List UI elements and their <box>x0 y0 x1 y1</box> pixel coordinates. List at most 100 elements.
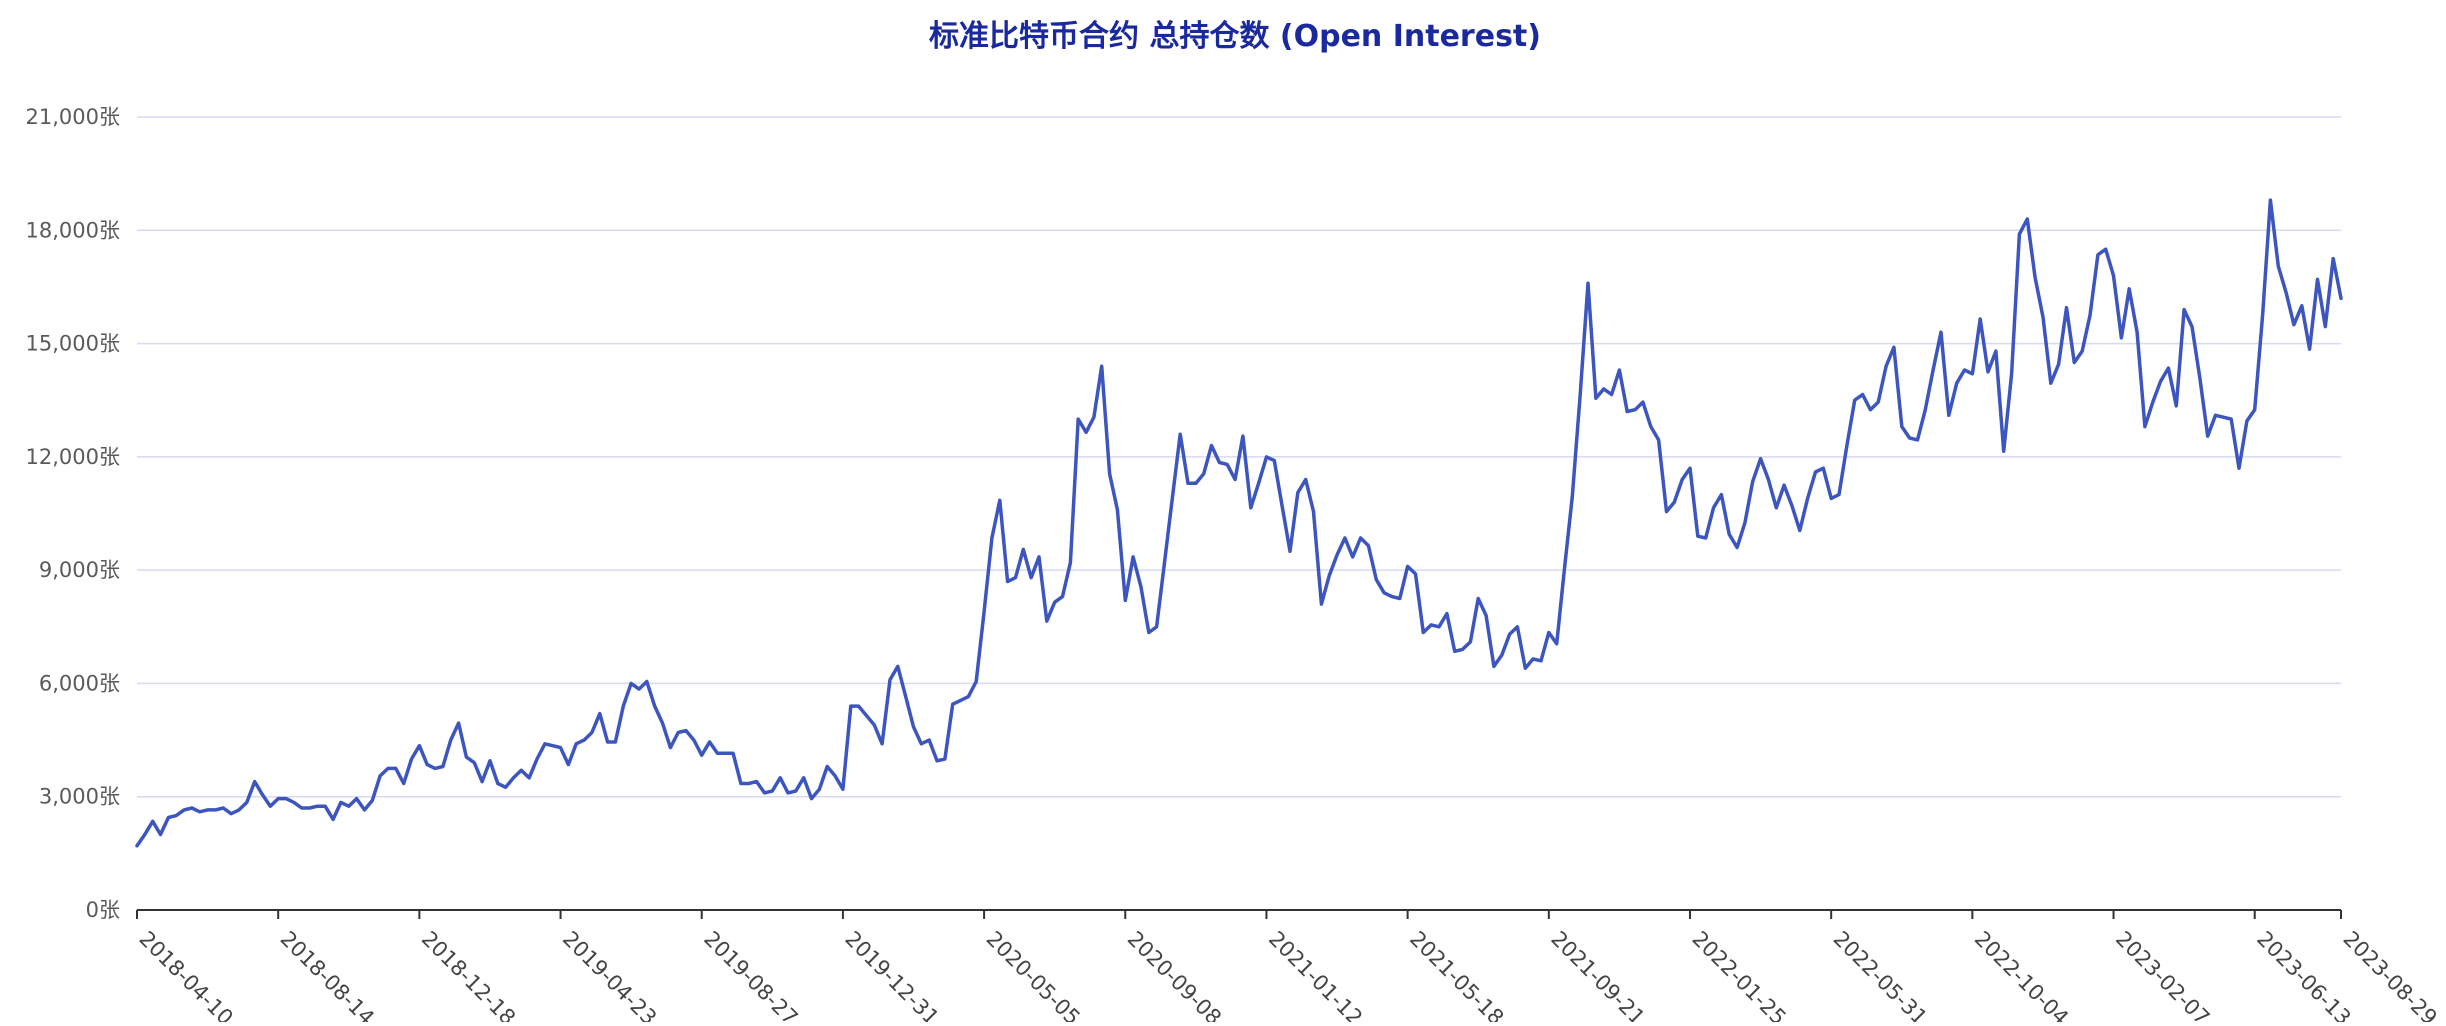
data-point <box>887 677 893 683</box>
data-point <box>1444 611 1450 617</box>
y-tick-label: 6,000张 <box>39 671 120 695</box>
data-point <box>2244 418 2250 424</box>
data-point <box>1773 505 1779 511</box>
data-point <box>1671 499 1677 505</box>
data-point <box>1930 367 1936 373</box>
data-point <box>1005 579 1011 585</box>
data-point <box>487 758 493 764</box>
data-point <box>1334 552 1340 558</box>
data-point <box>1271 458 1277 464</box>
data-point <box>479 779 485 785</box>
y-tick-label: 21,000张 <box>26 105 120 129</box>
data-point <box>228 811 234 817</box>
data-point <box>205 807 211 813</box>
data-point <box>2142 424 2148 430</box>
y-tick-label: 15,000张 <box>26 332 120 356</box>
data-point <box>1114 507 1120 513</box>
data-point <box>1562 565 1568 571</box>
data-point <box>777 775 783 781</box>
data-point <box>1569 494 1575 500</box>
data-point <box>471 760 477 766</box>
data-point <box>903 694 909 700</box>
data-point <box>1860 392 1866 398</box>
data-point <box>1020 546 1026 552</box>
data-point <box>1209 443 1215 449</box>
data-point <box>1428 622 1434 628</box>
data-point <box>1507 631 1513 637</box>
data-point <box>793 788 799 794</box>
data-point <box>385 765 391 771</box>
data-point <box>511 775 517 781</box>
data-point <box>189 805 195 811</box>
data-point <box>1389 594 1395 600</box>
data-point <box>2095 252 2101 258</box>
data-point <box>2165 365 2171 371</box>
data-point <box>534 756 540 762</box>
data-point <box>1326 573 1332 579</box>
data-point <box>1718 492 1724 498</box>
data-point <box>307 805 313 811</box>
data-point <box>1036 554 1042 560</box>
data-point <box>1318 601 1324 607</box>
y-axis-ticks: 0张 3,000张 6,000张 9,000张 12,000张 15,000张 18,000… <box>26 105 120 922</box>
data-point <box>1593 395 1599 401</box>
chart-title: 标准比特币合约 总持仓数 (Open Interest) <box>929 19 1541 54</box>
data-point <box>2299 303 2305 309</box>
data-point <box>2260 312 2266 318</box>
data-point <box>314 803 320 809</box>
x-tick-label: 2020-05-05 <box>982 927 1085 1022</box>
data-point <box>1373 577 1379 583</box>
data-point <box>1169 495 1175 501</box>
data-point <box>1836 492 1842 498</box>
data-point <box>683 728 689 734</box>
data-point <box>1640 399 1646 405</box>
data-point <box>1530 656 1536 662</box>
data-point <box>863 713 869 719</box>
data-point <box>1985 369 1991 375</box>
data-point <box>1915 437 1921 443</box>
data-point <box>2009 371 2015 377</box>
data-point <box>2307 346 2313 352</box>
data-point <box>2220 414 2226 420</box>
data-point <box>1358 535 1364 541</box>
data-point <box>816 786 822 792</box>
data-point <box>1216 460 1222 466</box>
data-point <box>660 720 666 726</box>
data-point <box>762 790 768 796</box>
data-point <box>503 784 509 790</box>
data-point <box>2103 246 2109 252</box>
data-point <box>981 609 987 615</box>
data-point <box>2252 407 2258 413</box>
data-point <box>2315 276 2321 282</box>
y-tick-label: 9,000张 <box>39 558 120 582</box>
data-point <box>1028 575 1034 581</box>
y-tick-label: 18,000张 <box>26 218 120 242</box>
data-point <box>856 703 862 709</box>
data-point <box>330 816 336 822</box>
data-point <box>1365 543 1371 549</box>
data-point <box>612 739 618 745</box>
data-point <box>565 762 571 768</box>
data-point <box>1091 414 1097 420</box>
data-point <box>840 786 846 792</box>
data-point <box>1460 646 1466 652</box>
data-point <box>1797 528 1803 534</box>
data-point <box>1758 456 1764 462</box>
data-point <box>1177 431 1183 437</box>
data-point <box>1060 594 1066 600</box>
data-point <box>2111 273 2117 279</box>
data-point <box>675 730 681 736</box>
data-point <box>1962 367 1968 373</box>
data-point <box>707 739 713 745</box>
data-point <box>1844 443 1850 449</box>
data-point <box>942 756 948 762</box>
data-point <box>1044 618 1050 624</box>
data-point <box>401 781 407 787</box>
data-point <box>1546 630 1552 636</box>
data-point <box>542 741 548 747</box>
data-point <box>495 781 501 787</box>
data-point <box>1264 454 1270 460</box>
data-point <box>1075 416 1081 422</box>
data-point <box>895 663 901 669</box>
x-tick-label: 2022-10-04 <box>1970 927 2073 1022</box>
